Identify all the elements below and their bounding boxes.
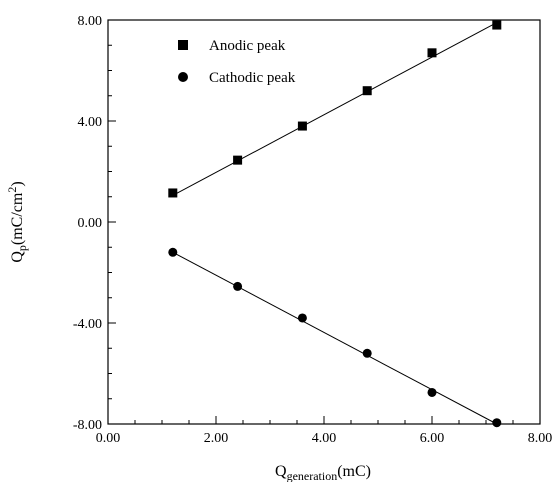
tick-labels: 0.00 2.00 4.00 6.00 8.00 -8.00 -4.00 0.00 4.00 8.…	[73, 14, 552, 446]
cathodic-peak-point	[297, 313, 307, 323]
anodic-peak-point	[168, 188, 178, 198]
legend-circle-icon	[178, 72, 188, 82]
y-tick-label: 0.00	[78, 216, 103, 231]
plot-frame	[107, 19, 541, 425]
axis-ticks	[107, 19, 541, 425]
cathodic-peak-point	[362, 348, 372, 358]
legend-entry-label: Cathodic peak	[209, 70, 296, 86]
cathodic-peak-point	[427, 387, 437, 397]
anodic-peak-point	[233, 155, 243, 165]
y-axis-label: Qp(mC/cm2)	[5, 181, 29, 262]
fit-line	[172, 22, 498, 196]
legend-square-icon	[178, 40, 188, 50]
x-tick-label: 8.00	[528, 431, 552, 446]
anodic-peak-point	[492, 20, 502, 30]
x-axis-label: Qgeneration(mC)	[275, 463, 371, 482]
plot-border	[107, 19, 541, 425]
cathodic-peak-point	[233, 281, 243, 291]
data-points	[168, 20, 502, 428]
y-tick-label: 4.00	[78, 115, 103, 130]
anodic-peak-point	[427, 48, 437, 58]
cathodic-peak-point	[492, 418, 502, 428]
fit-lines	[172, 22, 498, 425]
anodic-peak-point	[362, 86, 372, 96]
fit-line	[172, 251, 498, 425]
legend-entry-label: Anodic peak	[209, 38, 286, 54]
y-tick-label: 8.00	[78, 14, 103, 29]
anodic-peak-point	[297, 121, 307, 131]
legend: Anodic peak Cathodic peak	[178, 38, 296, 86]
x-tick-label: 2.00	[204, 431, 229, 446]
y-tick-label: -4.00	[73, 317, 102, 332]
y-tick-label: -8.00	[73, 418, 102, 433]
x-tick-label: 6.00	[420, 431, 445, 446]
x-tick-label: 4.00	[312, 431, 337, 446]
x-tick-label: 0.00	[96, 431, 121, 446]
cathodic-peak-point	[168, 247, 178, 257]
